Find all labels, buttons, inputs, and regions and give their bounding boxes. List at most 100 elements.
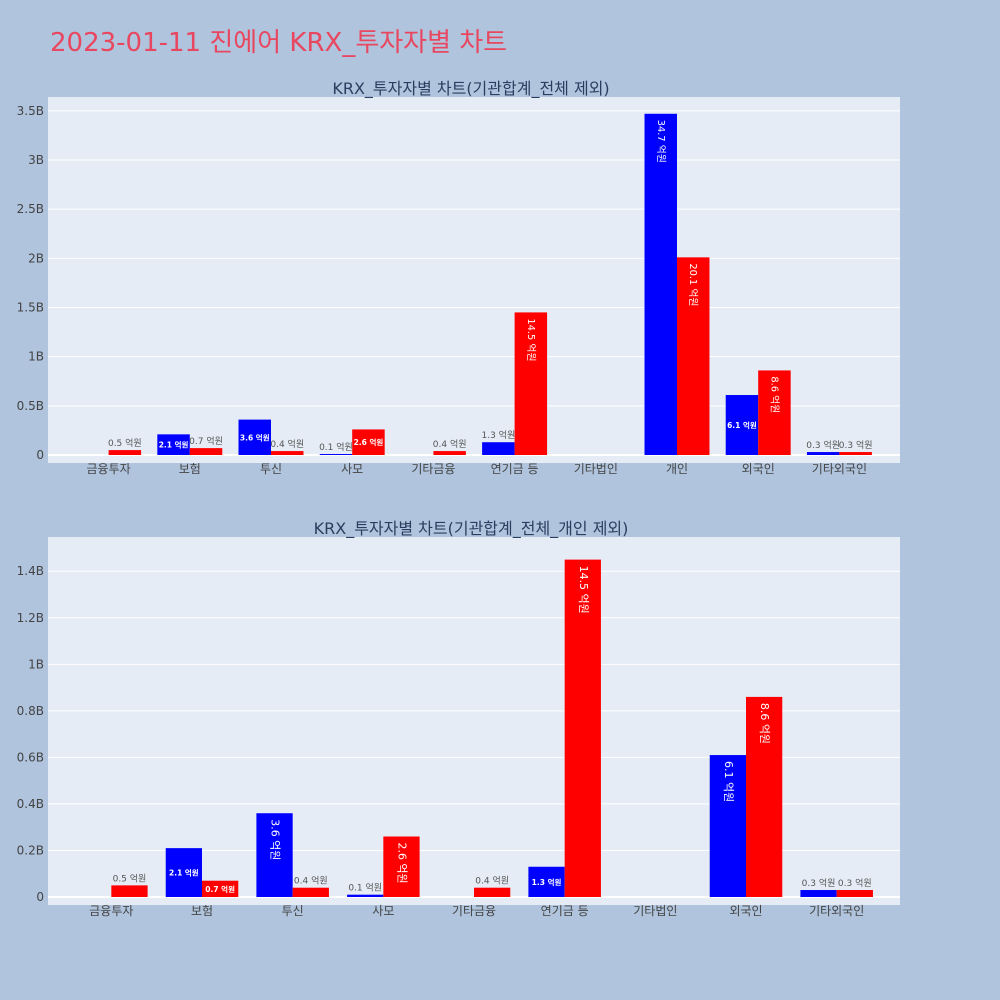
bar-series-b xyxy=(202,880,239,897)
data-label: 0.1 억원 xyxy=(348,882,382,894)
x-tick-label: 외국인 xyxy=(742,462,775,476)
bar-series-b xyxy=(474,887,511,897)
bar-series-b xyxy=(746,696,783,897)
data-label: 0.7 억원 xyxy=(189,435,223,447)
bar-series-a xyxy=(165,848,202,897)
data-label: 20.1 억원 xyxy=(687,263,699,306)
y-tick-label: 0.6B xyxy=(17,750,44,764)
y-tick-label: 0.5B xyxy=(17,399,44,413)
data-label: 6.1 억원 xyxy=(722,761,735,802)
bar-series-b xyxy=(836,890,873,897)
y-tick-label: 1.2B xyxy=(17,611,44,625)
x-tick-label: 기타금융 xyxy=(411,462,455,476)
bar-series-b xyxy=(111,885,148,897)
y-tick-label: 1B xyxy=(28,657,44,671)
bar-series-a xyxy=(319,454,353,455)
data-label: 2.6 억원 xyxy=(395,843,408,884)
bar-series-b xyxy=(758,370,791,455)
data-label: 2.1 억원 xyxy=(159,440,189,450)
bar-series-a xyxy=(482,442,515,455)
x-tick-label: 금융투자 xyxy=(87,462,131,476)
x-tick-label: 보험 xyxy=(179,462,201,476)
data-label: 0.4 억원 xyxy=(270,438,304,450)
bar-series-a xyxy=(806,452,840,455)
y-tick-label: 1B xyxy=(28,350,44,364)
data-label: 0.3 억원 xyxy=(839,439,873,451)
y-tick-label: 2B xyxy=(28,251,44,265)
data-label: 1.3 억원 xyxy=(532,877,562,887)
bar-series-b xyxy=(677,257,710,455)
data-label: 8.6 억원 xyxy=(768,376,780,413)
x-tick-label: 기타법인 xyxy=(633,904,677,918)
data-label: 0.3 억원 xyxy=(806,439,840,451)
data-label: 0.7 억원 xyxy=(205,884,235,894)
data-label: 0.3 억원 xyxy=(838,877,872,889)
bar-series-a xyxy=(256,813,293,897)
data-label: 3.6 억원 xyxy=(240,432,270,442)
x-tick-label: 기타외국인 xyxy=(812,462,867,476)
bar-series-b xyxy=(839,452,872,455)
data-label: 2.1 억원 xyxy=(169,868,199,878)
x-tick-label: 투신 xyxy=(282,904,304,918)
x-tick-label: 사모 xyxy=(341,462,363,476)
chart-title: KRX_투자자별 차트(기관합계_전체 제외) xyxy=(332,79,609,99)
y-tick-label: 0 xyxy=(36,890,44,904)
bar-series-b xyxy=(189,448,223,455)
bar-series-a xyxy=(800,890,837,897)
x-tick-label: 기타법인 xyxy=(574,462,618,476)
data-label: 2.6 억원 xyxy=(354,437,384,447)
x-tick-label: 기타외국인 xyxy=(809,904,864,918)
bar-series-a xyxy=(347,894,384,897)
data-label: 0.4 억원 xyxy=(475,875,509,887)
x-tick-label: 연기금 등 xyxy=(491,462,539,476)
data-label: 14.5 억원 xyxy=(525,318,537,361)
x-tick-label: 투신 xyxy=(260,462,282,476)
chart-excluding-institutions-total: 0 0.5B 1B 1.5B 2B 2.5B 3B 3.5B KRX_투자자별 차트(기관합계_… xyxy=(17,79,900,476)
bar-series-b xyxy=(271,451,304,455)
data-label: 0.1 억원 xyxy=(319,441,353,453)
x-tick-label: 보험 xyxy=(191,904,213,918)
x-tick-label: 개인 xyxy=(666,462,688,476)
bar-series-b xyxy=(352,429,385,455)
y-tick-label: 0.2B xyxy=(17,843,44,857)
data-label: 0.5 억원 xyxy=(113,872,147,884)
data-label: 6.1 억원 xyxy=(727,420,757,430)
chart-excluding-institutions-total-and-individual: 0 0.2B 0.4B 0.6B 0.8B 1B 1.2B 1.4B KRX_투자자별 차트(기… xyxy=(17,519,900,918)
data-label: 8.6 억원 xyxy=(758,703,771,744)
data-label: 1.3 억원 xyxy=(481,429,515,441)
x-tick-label: 외국인 xyxy=(729,904,762,918)
bar-series-b xyxy=(108,450,142,455)
data-label: 3.6 억원 xyxy=(269,819,282,860)
bar-series-a xyxy=(157,434,190,455)
x-tick-label: 연기금 등 xyxy=(541,904,589,918)
bar-series-a xyxy=(725,395,759,455)
bar-series-b xyxy=(383,836,420,897)
y-tick-label: 0 xyxy=(36,448,44,462)
y-tick-label: 3B xyxy=(28,153,44,167)
x-tick-label: 기타금융 xyxy=(452,904,496,918)
data-label: 0.4 억원 xyxy=(433,438,467,450)
x-tick-label: 금융투자 xyxy=(89,904,133,918)
bar-series-a xyxy=(644,113,677,456)
x-tick-label: 사모 xyxy=(372,904,394,918)
bar-series-b xyxy=(514,312,548,455)
y-tick-label: 1.4B xyxy=(17,564,44,578)
bar-series-b xyxy=(433,451,466,455)
y-tick-label: 0.4B xyxy=(17,797,44,811)
chart-title: KRX_투자자별 차트(기관합계_전체_개인 제외) xyxy=(314,519,629,539)
page-title: 2023-01-11 진에어 KRX_투자자별 차트 xyxy=(50,28,508,58)
bar-series-a xyxy=(528,866,565,897)
bar-series-a xyxy=(238,419,271,455)
bar-series-b xyxy=(292,887,329,897)
data-label: 0.5 억원 xyxy=(108,437,142,449)
bar-series-b xyxy=(564,559,601,897)
y-tick-label: 1.5B xyxy=(17,301,44,315)
data-label: 14.5 억원 xyxy=(577,566,590,614)
y-tick-label: 3.5B xyxy=(17,104,44,118)
y-tick-label: 2.5B xyxy=(17,202,44,216)
data-label: 0.4 억원 xyxy=(294,875,328,887)
data-label: 0.3 억원 xyxy=(802,877,836,889)
data-label: 34.7 억원 xyxy=(655,120,667,163)
bar-series-a xyxy=(709,755,746,897)
y-tick-label: 0.8B xyxy=(17,704,44,718)
